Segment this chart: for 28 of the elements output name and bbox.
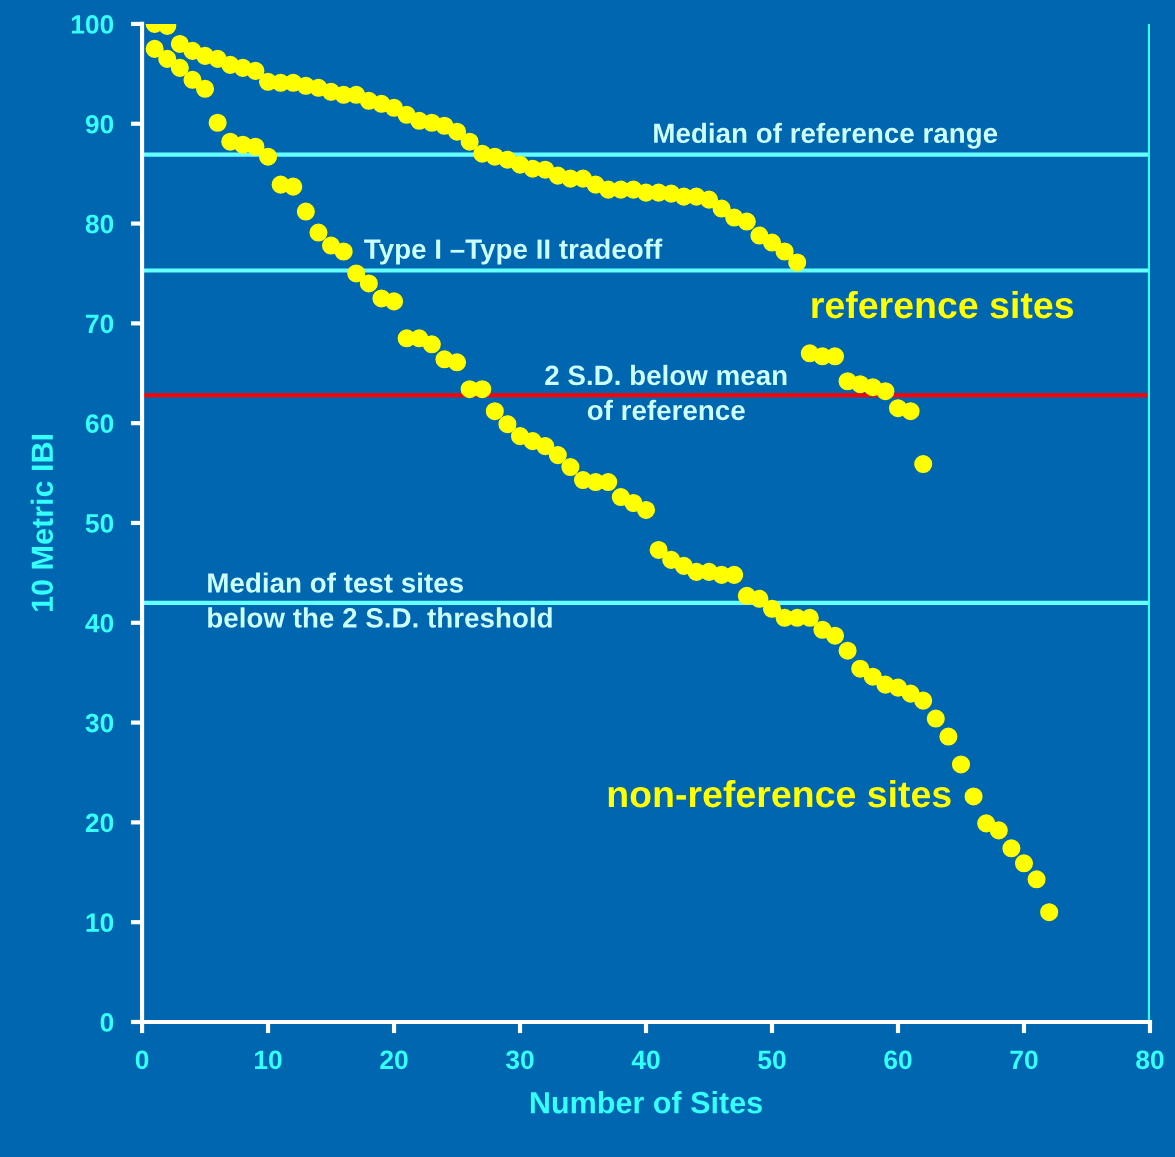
- y-tick-label: 60: [85, 414, 114, 433]
- ref-line-label: Type I –Type II tradeoff: [364, 238, 663, 265]
- x-tick-label: 80: [1136, 1050, 1164, 1070]
- ref-line-label: 2 S.D. below mean of reference: [545, 364, 787, 421]
- y-tick-label: 40: [85, 613, 114, 633]
- ref-line-label: Median of test sites below the 2 S.D. threshold: [208, 572, 552, 628]
- y-tick-label: 10: [86, 913, 114, 932]
- x-tick-label: 50: [758, 1050, 786, 1070]
- y-tick-label: 90: [85, 114, 114, 134]
- y-axis-title: 10 Metric IBI: [30, 435, 54, 612]
- y-tick-label: 0: [100, 1013, 114, 1032]
- y-tick-label: 80: [85, 214, 114, 234]
- x-tick-label: 70: [1010, 1050, 1038, 1070]
- series-label: non-reference sites: [608, 779, 951, 808]
- x-tick-label: 30: [505, 1050, 534, 1070]
- x-tick-label: 20: [380, 1050, 408, 1070]
- x-tick-label: 0: [135, 1050, 149, 1070]
- x-tick-label: 60: [884, 1050, 912, 1070]
- x-tick-label: 10: [255, 1050, 282, 1070]
- x-axis-title: Number of Sites: [530, 1091, 762, 1114]
- y-tick-label: 20: [85, 813, 114, 833]
- ref-line-label: Median of reference range: [654, 122, 998, 149]
- y-tick-label: 100: [71, 15, 114, 34]
- y-tick-label: 30: [85, 713, 114, 733]
- y-tick-label: 50: [85, 514, 114, 533]
- series-label: reference sites: [812, 290, 1074, 319]
- y-tick-label: 70: [86, 314, 114, 334]
- x-tick-label: 40: [631, 1050, 660, 1070]
